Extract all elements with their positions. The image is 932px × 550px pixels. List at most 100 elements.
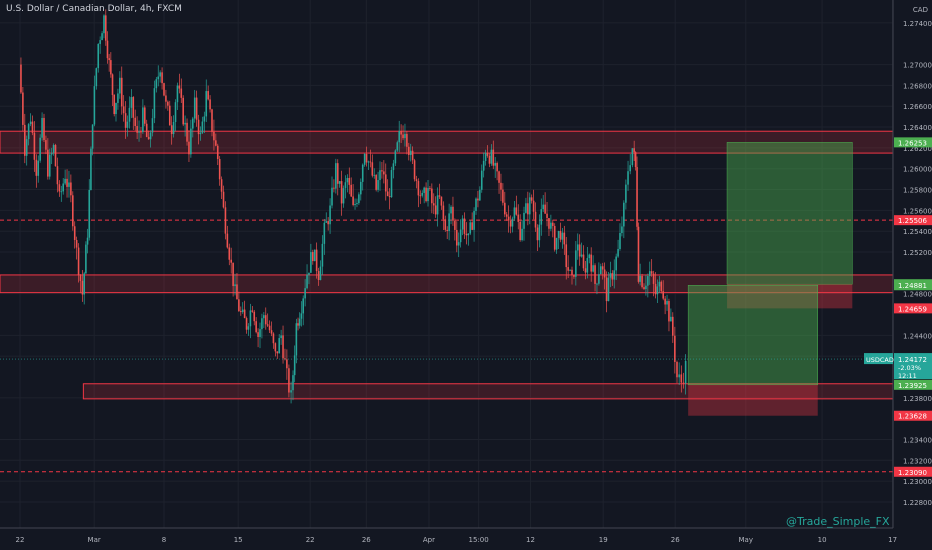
- candle-body: [394, 150, 397, 164]
- candle-body: [178, 85, 181, 89]
- candle-body: [532, 200, 535, 212]
- candle-body: [670, 316, 672, 322]
- candle-body: [432, 203, 435, 206]
- candle-body: [220, 179, 223, 192]
- candle-body: [110, 60, 112, 75]
- candle-body: [266, 324, 269, 326]
- candle-body: [165, 95, 167, 102]
- time-tick-label: 10: [818, 536, 827, 544]
- candle-body: [43, 117, 45, 141]
- candle-body: [348, 177, 351, 185]
- candle-body: [336, 163, 339, 184]
- candle-body: [278, 338, 280, 354]
- candle-body: [195, 97, 198, 120]
- price-tick-label: 1.24400: [903, 332, 932, 340]
- candle-body: [192, 118, 194, 129]
- candle-body: [450, 206, 452, 214]
- candle-body: [211, 109, 213, 132]
- candle-body: [145, 123, 148, 137]
- candle-body: [284, 358, 286, 360]
- candle-body: [454, 220, 456, 230]
- watermark: @Trade_Simple_FX: [786, 515, 890, 528]
- price-tag: [894, 379, 932, 390]
- candle-body: [50, 152, 53, 155]
- candle-body: [286, 359, 288, 369]
- candle-body: [684, 360, 687, 384]
- candle-body: [86, 237, 89, 245]
- candle-body: [290, 390, 292, 393]
- candle-body: [180, 88, 183, 98]
- price-tag-text: 1.24881: [898, 282, 927, 290]
- candle-body: [241, 309, 244, 313]
- candle-body: [350, 184, 352, 197]
- candle-body: [103, 15, 105, 34]
- candle-body: [230, 259, 232, 263]
- candle-body: [498, 171, 500, 183]
- candle-body: [639, 275, 641, 282]
- candle-body: [218, 158, 221, 180]
- candle-body: [126, 121, 129, 128]
- candle-body: [22, 92, 24, 125]
- candle-body: [138, 131, 140, 133]
- candle-body: [360, 181, 362, 195]
- candle-body: [546, 213, 548, 219]
- candle-body: [607, 277, 610, 302]
- candle-body: [122, 106, 125, 114]
- candle-body: [232, 262, 234, 287]
- candle-body: [641, 275, 643, 288]
- candle-body: [99, 40, 101, 44]
- candle-body: [64, 178, 66, 184]
- time-tick-label: 22: [306, 536, 315, 544]
- price-tick-label: 1.23800: [903, 395, 932, 403]
- candle-body: [209, 99, 211, 110]
- candle-body: [429, 188, 431, 189]
- candle-body: [603, 269, 606, 278]
- candle-body: [459, 229, 462, 243]
- candle-body: [415, 179, 418, 182]
- candle-body: [627, 171, 629, 185]
- candle-body: [113, 94, 115, 115]
- time-tick-label: 19: [599, 536, 608, 544]
- candle-body: [392, 163, 395, 171]
- candle-body: [335, 163, 337, 189]
- price-tag: [894, 303, 932, 314]
- symbol-tag-text: USDCAD: [866, 356, 894, 364]
- candle-body: [132, 97, 135, 118]
- candle-body: [452, 206, 454, 221]
- candle-body: [404, 133, 406, 139]
- candle-body: [515, 207, 518, 215]
- price-tick-label: 1.25800: [903, 187, 932, 195]
- candle-body: [645, 285, 647, 290]
- candle-body: [637, 226, 640, 282]
- candle-body: [308, 272, 310, 275]
- candle-body: [358, 194, 360, 204]
- candle-body: [436, 195, 439, 215]
- time-tick-label: 8: [162, 536, 166, 544]
- candle-body: [352, 196, 354, 205]
- candle-body: [629, 165, 631, 172]
- candle-body: [276, 351, 279, 354]
- candle-body: [33, 132, 36, 160]
- symbol-title: U.S. Dollar / Canadian Dollar, 4h, FXCM: [6, 4, 182, 14]
- time-axis[interactable]: 22 Mar 8 15 22 26 Apr 15:00 12 19 26 May 10 17: [0, 527, 897, 544]
- candle-body: [327, 221, 329, 225]
- candle-body: [215, 140, 217, 146]
- price-tick-label: 1.23200: [903, 457, 932, 465]
- position-tools[interactable]: [687, 142, 853, 416]
- candle-body: [609, 273, 612, 278]
- candle-body: [142, 107, 144, 132]
- candle-body: [255, 321, 257, 333]
- candle-body: [467, 233, 470, 236]
- candle-body: [521, 228, 523, 241]
- candle-body: [617, 249, 619, 257]
- candle-body: [257, 332, 259, 337]
- candle-body: [373, 174, 376, 176]
- candle-body: [654, 283, 657, 295]
- candle-body: [469, 222, 472, 234]
- candle-body: [245, 318, 248, 330]
- candle-body: [431, 188, 433, 204]
- candle-body: [636, 167, 638, 227]
- candle-body: [509, 220, 512, 227]
- candle-body: [72, 195, 74, 227]
